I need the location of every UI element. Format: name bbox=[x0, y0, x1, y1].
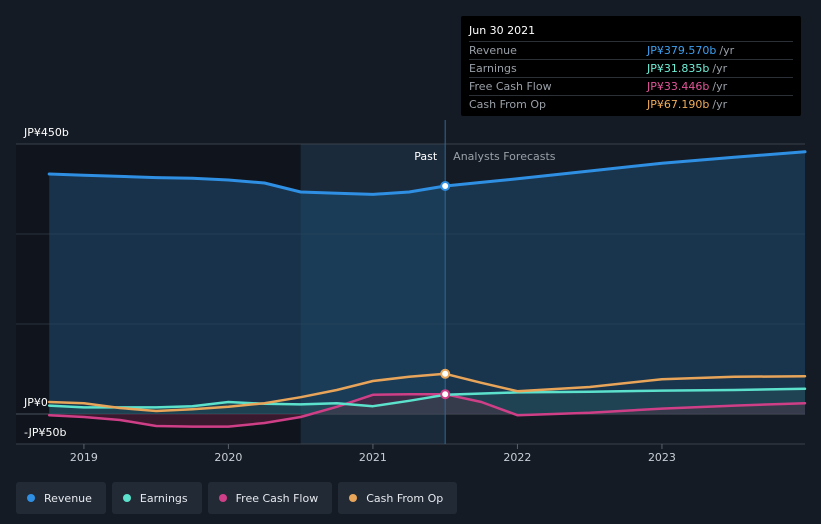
revenue-line bbox=[47, 150, 807, 196]
tooltip-label: Earnings bbox=[469, 62, 517, 75]
tooltip-row-earnings: Earnings JP¥31.835b /yr bbox=[469, 59, 793, 77]
tooltip-date: Jun 30 2021 bbox=[469, 24, 536, 37]
tooltip-row-revenue: Revenue JP¥379.570b /yr bbox=[469, 41, 793, 59]
y-tick-label: JP¥450b bbox=[23, 126, 69, 139]
cash-from-op-line bbox=[47, 372, 807, 413]
legend-dot-icon bbox=[218, 494, 227, 502]
tooltip-label: Free Cash Flow bbox=[469, 80, 552, 93]
legend-label: Free Cash Flow bbox=[235, 491, 319, 505]
legend: Revenue Earnings Free Cash Flow Cash Fro… bbox=[16, 482, 458, 514]
tooltip-row-free-cash-flow: Free Cash Flow JP¥33.446b /yr bbox=[469, 77, 793, 95]
tooltip-unit: /yr bbox=[712, 98, 728, 111]
tooltip-label: Revenue bbox=[469, 44, 517, 57]
legend-label: Earnings bbox=[139, 491, 188, 505]
y-tick-label: JP¥0 bbox=[23, 396, 48, 409]
free-cash-flow-area bbox=[49, 394, 805, 427]
x-tick-label: 2019 bbox=[70, 451, 98, 464]
tooltip-row-cash-from-op: Cash From Op JP¥67.190b /yr bbox=[469, 95, 793, 113]
earnings-line bbox=[47, 387, 807, 409]
revenue-highlight-point bbox=[440, 181, 451, 191]
legend-dot-icon bbox=[122, 494, 131, 502]
legend-label: Revenue bbox=[44, 491, 92, 505]
tooltip-value: JP¥67.190b bbox=[647, 98, 710, 111]
tooltip-label: Cash From Op bbox=[469, 98, 547, 111]
legend-item-free-cash-flow[interactable]: Free Cash Flow bbox=[207, 482, 333, 514]
legend-item-earnings[interactable]: Earnings bbox=[111, 482, 202, 514]
free-cash-flow-line bbox=[47, 392, 807, 428]
revenue-area bbox=[49, 151, 805, 415]
x-tick-label: 2023 bbox=[648, 451, 676, 464]
legend-dot-icon bbox=[27, 494, 35, 502]
x-tick-label: 2022 bbox=[503, 451, 531, 464]
tooltip-panel: Jun 30 2021 Revenue JP¥379.570b /yr Earn… bbox=[461, 16, 801, 116]
forecast-label: Analysts Forecasts bbox=[453, 150, 556, 163]
free-cash-flow-highlight-point bbox=[440, 389, 451, 400]
y-tick-label: -JP¥50b bbox=[24, 426, 66, 439]
tooltip-value: JP¥31.835b bbox=[647, 62, 710, 75]
cash-from-op-highlight-point bbox=[440, 368, 451, 379]
x-tick-label: 2020 bbox=[214, 451, 242, 464]
legend-label: Cash From Op bbox=[366, 491, 444, 505]
legend-item-revenue[interactable]: Revenue bbox=[16, 482, 106, 514]
x-tick-label: 2021 bbox=[359, 451, 387, 464]
earnings-area bbox=[49, 388, 805, 414]
tooltip-unit: /yr bbox=[712, 62, 728, 75]
tooltip-unit: /yr bbox=[719, 44, 735, 57]
tooltip-unit: /yr bbox=[712, 80, 728, 93]
legend-item-cash-from-op[interactable]: Cash From Op bbox=[338, 482, 458, 514]
tooltip-value: JP¥33.446b bbox=[647, 80, 710, 93]
tooltip-value: JP¥379.570b bbox=[647, 44, 717, 57]
past-label: Past bbox=[414, 150, 438, 163]
legend-dot-icon bbox=[349, 494, 358, 502]
